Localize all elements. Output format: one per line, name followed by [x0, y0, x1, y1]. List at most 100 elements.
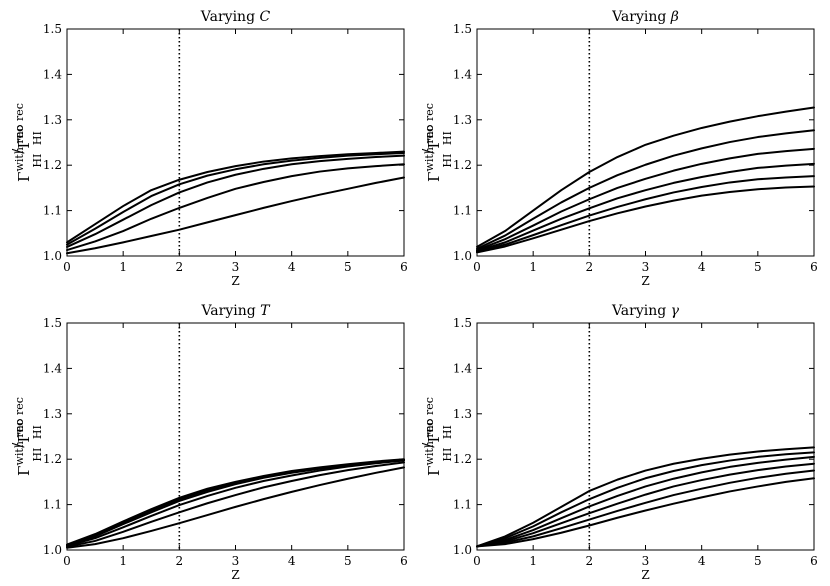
x-tick-label: 4 — [288, 554, 296, 568]
y-label-sub1: HI — [31, 154, 44, 168]
y-tick-label: 1.1 — [43, 498, 62, 512]
x-axis-label: Z — [231, 274, 239, 288]
y-tick-label: 1.3 — [453, 407, 472, 421]
y-label-sup1: with rec — [423, 126, 436, 172]
chart-title-symbol: T — [260, 303, 271, 319]
x-tick-label: 5 — [344, 554, 352, 568]
series-line-T1 — [66, 458, 405, 546]
y-axis-label: Γwith rec HI/Γno rec HI — [9, 397, 44, 476]
series-line-T3 — [66, 459, 405, 547]
series-line-T5 — [66, 461, 405, 548]
chart-panel-2: Varying β 0 1 2 3 4 5 6 1.0 1.1 1.2 1.3 1.4 1.5 Z Γwith… — [419, 9, 818, 288]
y-label-slash: / — [9, 148, 27, 154]
x-tick-label: 3 — [642, 260, 650, 274]
x-tick-label: 4 — [698, 554, 706, 568]
x-tick-label: 2 — [176, 554, 184, 568]
chart-title: Varying β — [611, 9, 679, 25]
y-tick-label: 1.4 — [453, 361, 472, 375]
series-line-C4 — [66, 163, 405, 252]
x-tick-label: 1 — [529, 554, 537, 568]
series-line-C5 — [66, 176, 405, 255]
y-axis-label: Γwith rec HI/Γno rec HI — [9, 103, 44, 182]
y-label-sub2: HI — [441, 425, 454, 439]
chart-panel-1: Varying C 0 1 2 3 4 5 6 1.0 1.1 1.2 1.3 1.4 1.5 Z Γwith… — [9, 9, 408, 288]
x-tick-label: 4 — [698, 260, 706, 274]
y-label-sup1: with rec — [423, 420, 436, 466]
x-tick-label: 0 — [473, 260, 481, 274]
y-tick-label: 1.2 — [453, 452, 472, 466]
y-label-sup2: no rec — [13, 103, 26, 138]
y-axis-label: Γwith rec HI/Γno rec HI — [419, 103, 454, 182]
chart-title-text: Varying — [200, 303, 260, 319]
y-tick-label: 1.5 — [43, 316, 62, 330]
series-line-γ1 — [476, 446, 815, 548]
chart-title-symbol: β — [670, 9, 679, 25]
x-tick-label: 1 — [529, 260, 537, 274]
y-tick-label: 1.4 — [43, 67, 62, 81]
chart-panel-3: Varying T 0 1 2 3 4 5 6 1.0 1.1 1.2 1.3 1.4 1.5 Z Γwith… — [9, 303, 408, 582]
x-tick-label: 6 — [810, 260, 818, 274]
y-tick-label: 1.0 — [43, 543, 62, 557]
y-label-sup2: no rec — [423, 397, 436, 432]
y-label-main: Γ — [425, 466, 443, 476]
y-label-main: Γ — [425, 172, 443, 182]
series-line-C2 — [66, 151, 405, 246]
x-tick-label: 1 — [119, 554, 127, 568]
y-label-main: Γ — [425, 138, 443, 148]
x-tick-label: 3 — [642, 554, 650, 568]
y-label-main: Γ — [15, 466, 33, 476]
y-tick-label: 1.5 — [43, 22, 62, 36]
y-tick-label: 1.0 — [453, 543, 472, 557]
chart-title-text: Varying — [611, 9, 671, 25]
y-axis-label: Γwith rec HI/Γno rec HI — [419, 397, 454, 476]
y-label-slash: / — [419, 442, 437, 448]
x-tick-label: 3 — [232, 554, 240, 568]
y-label-main: Γ — [15, 172, 33, 182]
x-tick-label: 1 — [119, 260, 127, 274]
x-tick-label: 4 — [288, 260, 296, 274]
x-tick-label: 6 — [400, 554, 408, 568]
x-tick-label: 5 — [344, 260, 352, 274]
x-tick-label: 0 — [473, 554, 481, 568]
y-tick-label: 1.1 — [453, 498, 472, 512]
chart-title-symbol: C — [259, 9, 270, 25]
y-tick-label: 1.3 — [453, 113, 472, 127]
y-label-main: Γ — [15, 138, 33, 148]
x-axis-label: Z — [231, 568, 239, 582]
series-line-β4 — [476, 162, 815, 253]
x-tick-label: 3 — [232, 260, 240, 274]
x-tick-label: 2 — [586, 554, 594, 568]
y-label-main: Γ — [15, 432, 33, 442]
series-line-β2 — [476, 129, 815, 250]
y-label-sub1: HI — [441, 154, 454, 168]
x-tick-label: 6 — [810, 554, 818, 568]
chart-title: Varying T — [200, 303, 271, 319]
x-tick-label: 2 — [176, 260, 184, 274]
x-tick-label: 5 — [754, 554, 762, 568]
series-line-γ3 — [476, 455, 815, 548]
chart-title: Varying γ — [611, 303, 680, 319]
series-line-β1 — [476, 106, 815, 248]
y-tick-label: 1.2 — [43, 158, 62, 172]
y-tick-label: 1.3 — [43, 407, 62, 421]
series-line-T2 — [66, 458, 405, 547]
series-line-γ2 — [476, 451, 815, 548]
plot-frame — [476, 322, 815, 551]
x-axis-label: Z — [641, 568, 649, 582]
y-label-main: Γ — [425, 432, 443, 442]
y-label-sub2: HI — [31, 131, 44, 145]
series-line-C3 — [66, 154, 405, 248]
chart-title-text: Varying — [611, 303, 671, 319]
series-line-γ4 — [476, 462, 815, 548]
chart-title-symbol: γ — [671, 303, 680, 319]
plot-frame — [66, 322, 405, 551]
series-line-β3 — [476, 147, 815, 252]
y-tick-label: 1.5 — [453, 22, 472, 36]
series-line-γ5 — [476, 469, 815, 548]
x-axis-label: Z — [641, 274, 649, 288]
y-tick-label: 1.4 — [43, 361, 62, 375]
y-label-sup1: with rec — [13, 126, 26, 172]
y-tick-label: 1.5 — [453, 316, 472, 330]
series-line-T4 — [66, 459, 405, 547]
series-line-T6 — [66, 466, 405, 549]
